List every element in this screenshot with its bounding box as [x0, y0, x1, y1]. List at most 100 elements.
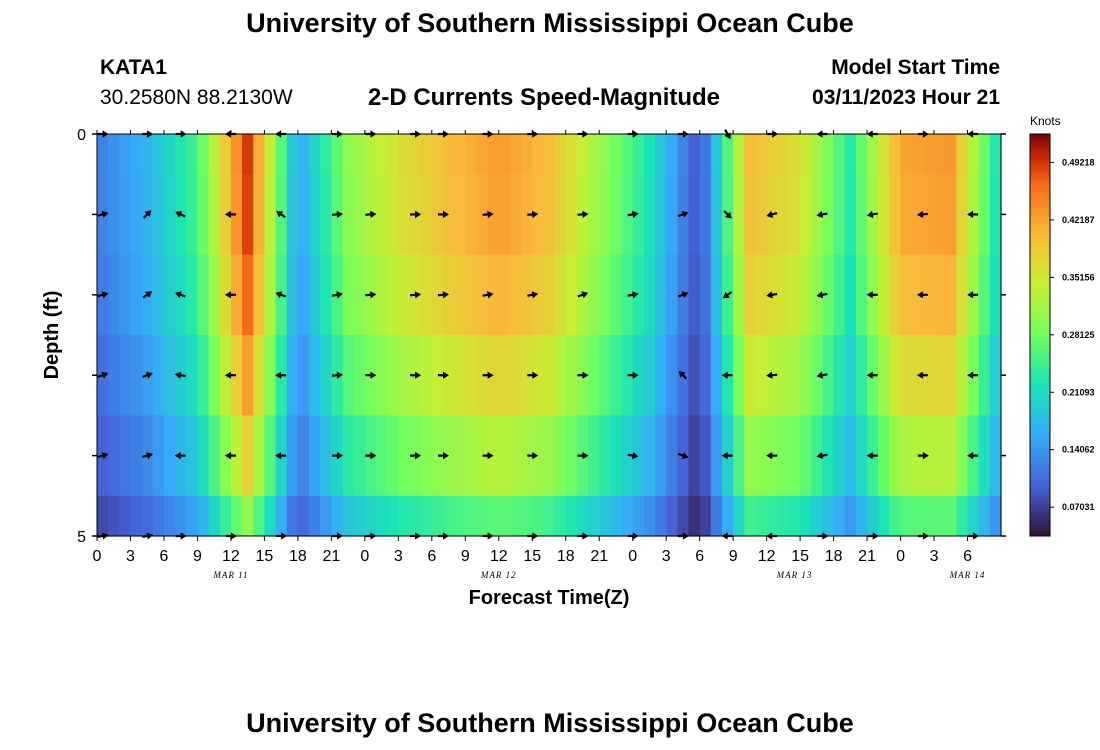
heatmap-cell — [387, 174, 399, 256]
station-coordinates: 30.2580N 88.2130W — [100, 86, 293, 109]
heatmap-cell — [643, 415, 656, 497]
heatmap-cell — [599, 174, 611, 256]
heatmap-cell — [889, 415, 902, 497]
heatmap-cell — [621, 495, 634, 537]
heatmap-cell — [911, 495, 924, 537]
heatmap-cell — [733, 415, 745, 497]
heatmap-cell — [476, 174, 489, 256]
heatmap-cell — [409, 495, 422, 537]
heatmap-cell — [398, 495, 411, 537]
heatmap-cell — [309, 134, 321, 175]
current-vector — [916, 291, 928, 299]
heatmap-cell — [476, 415, 489, 497]
x-tick-label: 6 — [963, 548, 972, 565]
heatmap-cell — [889, 335, 902, 416]
heatmap-cell — [610, 495, 623, 537]
heatmap-cell — [755, 495, 768, 537]
heatmap-cell — [442, 134, 455, 175]
current-vector — [437, 291, 449, 299]
heatmap-cell — [632, 415, 645, 497]
heatmap-cell — [264, 495, 277, 537]
heatmap-cell — [922, 335, 935, 416]
heatmap-cell — [97, 495, 109, 537]
colorbar-tick-label: 0.42187 — [1062, 215, 1095, 225]
current-vector — [967, 371, 979, 379]
heatmap-cell — [119, 335, 132, 416]
current-vector — [224, 452, 236, 460]
x-tick-label: 18 — [289, 548, 307, 565]
heatmap-cell — [855, 254, 868, 336]
heatmap-cell — [811, 335, 824, 416]
heatmap-cell — [442, 415, 455, 497]
heatmap-cell — [554, 495, 567, 537]
colorbar-gradient — [1029, 133, 1051, 537]
heatmap-cell — [465, 174, 478, 256]
heatmap-cell — [666, 415, 678, 497]
heatmap-cell — [855, 174, 868, 256]
heatmap-cell — [800, 495, 812, 537]
heatmap-cell — [208, 335, 221, 416]
heatmap-cell — [532, 134, 545, 175]
heatmap-cell — [521, 134, 533, 175]
heatmap-cell — [320, 495, 332, 537]
heatmap-cell — [777, 495, 790, 537]
heatmap-cell — [186, 174, 199, 256]
heatmap-cell — [208, 134, 221, 175]
heatmap-cell — [487, 415, 500, 497]
speed-heatmap — [97, 134, 1002, 537]
heatmap-cell — [867, 495, 879, 537]
x-tick-label: 12 — [758, 548, 776, 565]
colorbar: 0.49218 0.42187 0.35156 0.28125 0.21093 0.140… — [1029, 133, 1095, 537]
current-vector — [866, 452, 878, 460]
heatmap-cell — [922, 495, 935, 537]
heatmap-cell — [130, 174, 143, 256]
heatmap-cell — [677, 134, 690, 175]
heatmap-cell — [643, 335, 656, 416]
x-tick-label: 15 — [256, 548, 274, 565]
heatmap-cell — [521, 415, 533, 497]
heatmap-cell — [543, 335, 556, 416]
heatmap-cell — [309, 495, 321, 537]
colorbar-tick-label: 0.35156 — [1062, 272, 1095, 282]
heatmap-cell — [800, 254, 812, 336]
heatmap-cell — [163, 254, 176, 336]
heatmap-cell — [186, 415, 199, 497]
heatmap-cell — [108, 335, 120, 416]
heatmap-cell — [108, 495, 120, 537]
heatmap-cell — [498, 174, 511, 256]
heatmap-cell — [878, 254, 890, 336]
heatmap-cell — [699, 415, 712, 497]
heatmap-cell — [387, 495, 399, 537]
heatmap-cell — [242, 254, 254, 336]
heatmap-cell — [755, 254, 768, 336]
heatmap-cell — [521, 174, 533, 256]
x-tick-label: 18 — [557, 548, 575, 565]
heatmap-cell — [376, 134, 388, 175]
footer-title: University of Southern Mississippi Ocean… — [246, 708, 854, 738]
heatmap-cell — [498, 335, 511, 416]
heatmap-cell — [208, 495, 221, 537]
heatmap-cell — [621, 134, 634, 175]
heatmap-cell — [733, 134, 745, 175]
current-vector — [577, 291, 589, 299]
heatmap-cell — [364, 134, 377, 175]
heatmap-cell — [755, 415, 768, 497]
current-vector — [175, 211, 186, 218]
heatmap-cell — [945, 134, 957, 175]
heatmap-cell — [688, 134, 701, 175]
heatmap-cell — [152, 495, 165, 537]
heatmap-cell — [487, 495, 500, 537]
heatmap-cell — [119, 174, 132, 256]
heatmap-cell — [320, 174, 332, 256]
heatmap-cell — [353, 415, 366, 497]
heatmap-cell — [431, 174, 444, 256]
heatmap-cell — [454, 134, 466, 175]
heatmap-cell — [286, 415, 299, 497]
heatmap-cell — [710, 415, 723, 497]
heatmap-cell — [900, 415, 913, 497]
heatmap-cell — [978, 174, 991, 256]
heatmap-cell — [800, 415, 812, 497]
heatmap-cell — [454, 415, 466, 497]
heatmap-cell — [487, 134, 500, 175]
heatmap-cell — [643, 174, 656, 256]
